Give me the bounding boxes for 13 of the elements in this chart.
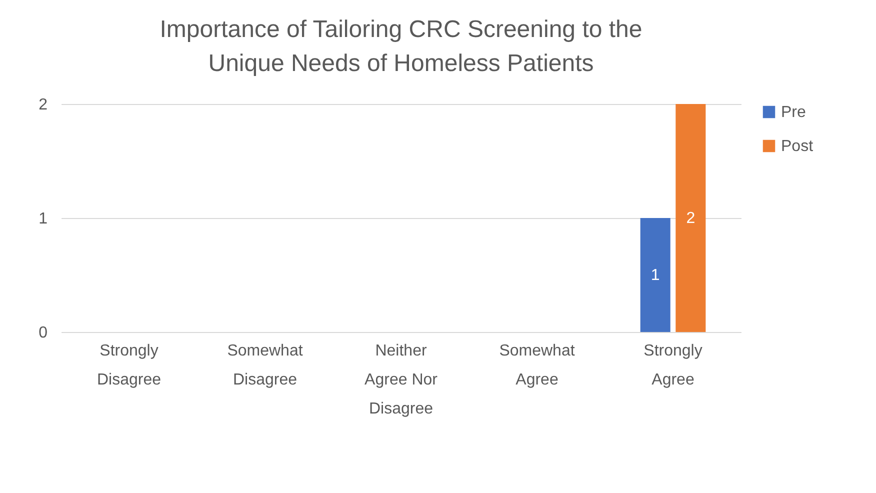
y-tick-label: 0 [38, 324, 48, 342]
x-tick-label: Neither Agree Nor Disagree [364, 342, 438, 418]
y-tick-label: 2 [38, 96, 48, 114]
chart-title: Importance of Tailoring CRC Screening to the Unique Needs of Homeless Patients [160, 16, 642, 77]
x-tick-label: Strongly Disagree [96, 342, 162, 388]
y-tick-label: 1 [38, 210, 48, 228]
x-tick-label: Strongly Agree [644, 342, 702, 388]
legend-label: Post [781, 138, 814, 155]
x-tick-label: Somewhat Disagree [227, 342, 304, 388]
legend-label: Pre [781, 104, 806, 121]
data-label: 2 [686, 210, 696, 227]
x-tick-label: Somewhat Agree [499, 342, 576, 388]
data-label: 1 [650, 267, 660, 284]
